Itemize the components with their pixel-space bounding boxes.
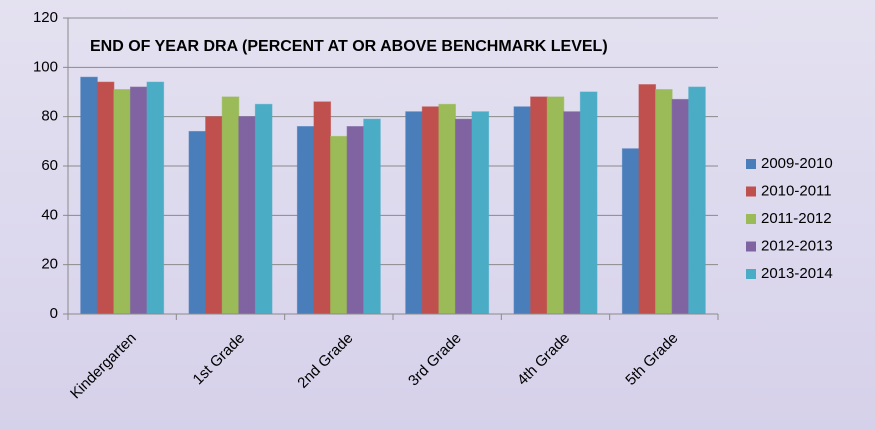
bar: [638, 84, 657, 315]
bar: [621, 148, 640, 315]
bar: [405, 111, 423, 315]
y-tick-label: 120: [33, 9, 58, 26]
bar: [296, 126, 315, 315]
legend-swatch: [746, 269, 756, 279]
chart-title: END OF YEAR DRA (PERCENT AT OR ABOVE BEN…: [90, 38, 608, 55]
legend-swatch: [746, 159, 756, 169]
bar: [579, 91, 598, 315]
bar: [113, 89, 131, 315]
bar: [655, 89, 673, 315]
bar: [471, 111, 490, 315]
bar: [80, 76, 98, 315]
legend-label: 2013-2014: [761, 265, 833, 282]
bar: [330, 135, 348, 315]
legend-swatch: [746, 186, 756, 197]
bar: [205, 116, 223, 315]
bar: [454, 118, 473, 315]
bar: [238, 116, 256, 315]
y-tick-label: 40: [41, 206, 58, 223]
bar: [221, 96, 240, 315]
bar: [254, 103, 273, 315]
bar: [671, 98, 690, 315]
legend-swatch: [746, 214, 756, 224]
bar: [96, 81, 115, 315]
bar: [438, 103, 456, 315]
bar: [421, 106, 440, 315]
y-tick-label: 0: [50, 305, 58, 322]
bar: [688, 86, 706, 315]
y-tick-label: 80: [41, 108, 58, 125]
y-tick-label: 60: [41, 157, 58, 174]
bar: [188, 130, 207, 315]
bar: [129, 86, 148, 315]
legend-label: 2012-2013: [761, 237, 833, 254]
legend-label: 2010-2011: [761, 182, 832, 199]
bar: [346, 126, 365, 315]
bar: [530, 96, 548, 315]
legend-label: 2009-2010: [761, 155, 833, 172]
bar: [513, 106, 532, 315]
bar: [313, 101, 332, 315]
y-tick-label: 100: [33, 58, 58, 75]
bar: [363, 118, 381, 315]
bar: [563, 111, 581, 315]
bar: [546, 96, 565, 315]
bar: [146, 81, 165, 315]
legend-swatch: [746, 241, 756, 252]
legend-label: 2011-2012: [761, 210, 832, 227]
y-tick-label: 20: [41, 256, 58, 273]
